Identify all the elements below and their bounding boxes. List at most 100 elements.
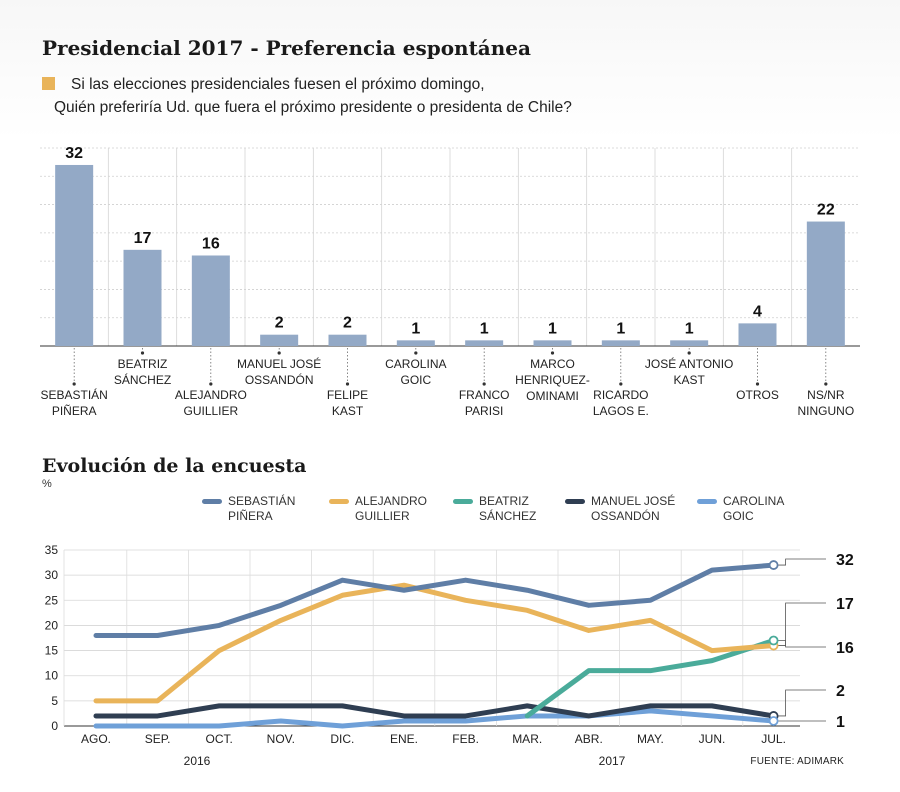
question-line-2: Quién preferiría Ud. que fuera el próxim… — [54, 99, 572, 116]
x-tick-label: ABR. — [575, 732, 603, 746]
bar-category-label: OTROS — [736, 388, 779, 402]
bar-value-label: 1 — [616, 320, 625, 337]
legend-item: SEBASTIÁN PIÑERA — [202, 494, 295, 524]
question-line-1: Si las elecciones presidenciales fuesen … — [71, 76, 485, 93]
end-marker — [768, 635, 779, 646]
x-tick-label: DIC. — [330, 732, 354, 746]
end-value-label: 2 — [836, 683, 845, 700]
x-tick-label: AGO. — [81, 732, 111, 746]
legend-label: ALEJANDRO GUILLIER — [355, 494, 428, 523]
x-tick-label: ENE. — [390, 732, 418, 746]
bar-value-label: 1 — [685, 320, 694, 337]
end-value-label: 16 — [836, 640, 854, 657]
bar — [396, 340, 435, 346]
y-tick-label: 0 — [51, 719, 58, 733]
end-value-label: 32 — [836, 552, 854, 569]
bar — [260, 334, 299, 346]
legend-square-icon — [42, 77, 55, 90]
end-leader — [773, 640, 826, 648]
legend-item: BEATRIZ SÁNCHEZ — [453, 494, 536, 524]
x-tick-label: MAR. — [512, 732, 542, 746]
x-tick-label: JUL. — [761, 732, 786, 746]
end-leader — [773, 558, 826, 566]
bar — [55, 164, 94, 346]
bar-leader-dot — [345, 382, 350, 386]
source-note: FUENTE: ADIMARK — [750, 756, 844, 767]
legend-item: CAROLINA GOIC — [697, 494, 784, 524]
bar-leader-dot — [277, 351, 281, 355]
unit-label: % — [42, 478, 52, 490]
bar-category-label: NS/NR NINGUNO — [797, 388, 854, 418]
bar-category-label: MANUEL JOSÉ OSSANDÓN — [237, 356, 321, 387]
series-line — [93, 582, 777, 704]
legend-label: BEATRIZ SÁNCHEZ — [479, 494, 537, 523]
legend-item: MANUEL JOSÉ OSSANDÓN — [565, 494, 675, 524]
end-marker — [768, 711, 779, 721]
bar-category-label: SEBASTIÁN PIÑERA — [40, 387, 107, 418]
bar-leader-dot — [619, 382, 623, 386]
bar-chart: 32 SEBASTIÁN PIÑERA 17 BEATRIZ SÁNCHEZ 16 ALEJA… — [40, 145, 860, 418]
series-line — [93, 562, 777, 638]
bar-leader-dot — [414, 351, 418, 355]
bar — [738, 323, 777, 346]
y-tick-label: 25 — [45, 593, 59, 607]
bar-leader-dot — [755, 382, 760, 386]
bar-category-label: JOSÉ ANTONIO KAST — [645, 356, 733, 387]
bar-category-label: BEATRIZ SÁNCHEZ — [114, 357, 171, 387]
bar-leader-dot — [72, 382, 76, 386]
y-tick-label: 10 — [45, 669, 59, 683]
bar-value-label: 1 — [480, 320, 489, 337]
bar-category-label: FELIPE KAST — [327, 388, 368, 418]
bar — [191, 255, 230, 346]
y-tick-label: 20 — [45, 618, 59, 632]
legend-swatch — [697, 499, 717, 504]
year-label: 2016 — [184, 754, 211, 768]
bar — [123, 249, 162, 346]
y-tick-label: 15 — [45, 644, 59, 658]
bar — [328, 334, 367, 346]
y-tick-label: 35 — [45, 543, 59, 557]
bar-leader-dot — [550, 351, 555, 355]
x-tick-label: OCT. — [206, 732, 233, 746]
bar-value-label: 17 — [134, 230, 152, 247]
legend-item: ALEJANDRO GUILLIER — [329, 494, 427, 524]
x-tick-label: NOV. — [267, 732, 295, 746]
bar — [806, 221, 845, 346]
bar-leader-dot — [482, 382, 486, 386]
legend-swatch — [329, 499, 349, 504]
x-tick-label: FEB. — [452, 732, 479, 746]
bar-category-label: FRANCO PARISI — [459, 388, 510, 418]
bar-value-label: 1 — [411, 320, 420, 337]
legend-swatch — [453, 499, 473, 504]
bar — [465, 340, 504, 346]
chart-title: Presidencial 2017 - Preferencia espontán… — [42, 36, 531, 60]
bar-value-label: 2 — [275, 315, 284, 332]
bar-leader-dot — [824, 382, 828, 386]
bar-leader-dot — [209, 382, 213, 386]
bar — [670, 340, 709, 346]
bar-value-label: 32 — [65, 145, 83, 162]
bar — [533, 340, 572, 346]
legend-label: SEBASTIÁN PIÑERA — [228, 494, 296, 523]
end-marker — [768, 640, 779, 651]
bar-value-label: 16 — [202, 235, 220, 252]
legend-label: MANUEL JOSÉ OSSANDÓN — [591, 494, 676, 523]
evolution-title: Evolución de la encuesta — [42, 455, 307, 477]
legend-swatch — [202, 499, 222, 504]
end-value-label: 17 — [836, 596, 854, 613]
end-leader — [773, 689, 826, 717]
bar-category-label: MARCO HENRIQUEZ-OMINAMI — [515, 357, 590, 403]
survey-question: Si las elecciones presidenciales fuesen … — [42, 73, 572, 119]
x-tick-label: SEP. — [145, 732, 171, 746]
end-marker — [768, 716, 779, 726]
legend-label: CAROLINA GOIC — [723, 494, 785, 523]
legend-swatch — [565, 499, 585, 504]
bar-category-label: ALEJANDRO GUILLIER — [175, 388, 247, 418]
bar-category-label: RICARDO LAGOS E. — [593, 388, 649, 418]
bar-leader-dot — [687, 351, 691, 355]
bar-value-label: 2 — [343, 315, 352, 332]
x-tick-label: JUN. — [699, 732, 726, 746]
y-tick-label: 30 — [45, 568, 59, 582]
year-label: 2017 — [599, 754, 626, 768]
end-value-label: 1 — [836, 714, 845, 731]
